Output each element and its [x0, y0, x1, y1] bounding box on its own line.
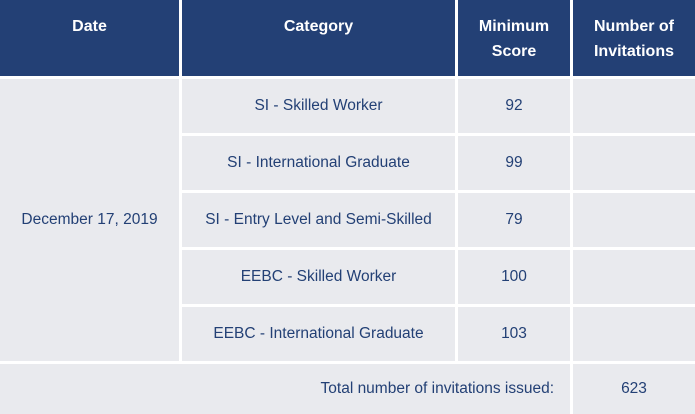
- header-minimum-score: Minimum Score: [458, 0, 570, 76]
- minimum-score-cell: 103: [458, 307, 570, 361]
- minimum-score-cell: 79: [458, 193, 570, 247]
- category-cell: SI - International Graduate: [182, 136, 455, 190]
- minimum-score-cell: 99: [458, 136, 570, 190]
- header-category: Category: [182, 0, 455, 76]
- header-number-of-invitations: Number of Invitations: [573, 0, 695, 76]
- category-cell: SI - Skilled Worker: [182, 79, 455, 133]
- minimum-score-cell: 92: [458, 79, 570, 133]
- header-date: Date: [0, 0, 179, 76]
- total-invitations-label: Total number of invitations issued:: [0, 364, 570, 414]
- date-cell: December 17, 2019: [0, 79, 179, 361]
- category-cell: EEBC - Skilled Worker: [182, 250, 455, 304]
- invitations-cell: [573, 250, 695, 304]
- invitations-cell: [573, 307, 695, 361]
- total-invitations-value: 623: [573, 364, 695, 414]
- category-cell: SI - Entry Level and Semi-Skilled: [182, 193, 455, 247]
- invitations-cell: [573, 193, 695, 247]
- category-cell: EEBC - International Graduate: [182, 307, 455, 361]
- invitations-cell: [573, 136, 695, 190]
- invitations-cell: [573, 79, 695, 133]
- minimum-score-cell: 100: [458, 250, 570, 304]
